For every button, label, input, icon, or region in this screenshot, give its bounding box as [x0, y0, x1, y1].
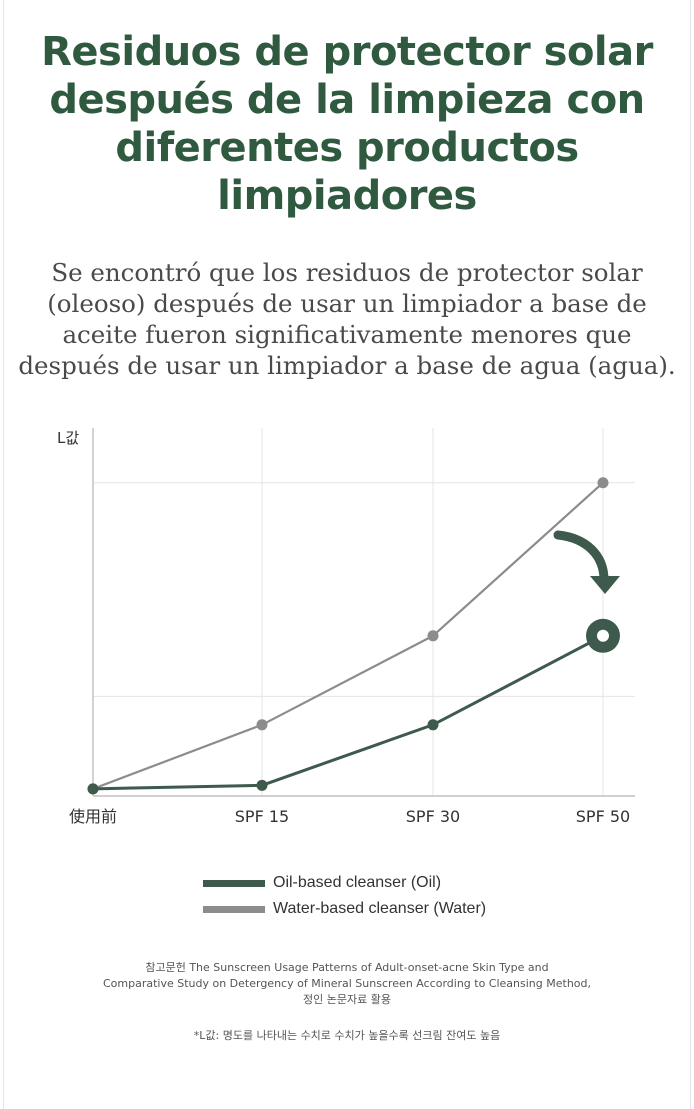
chart-legend: Oil-based cleanser (Oil) Water-based cle…: [203, 870, 486, 922]
legend-label-water: Water-based cleanser (Water): [273, 900, 487, 917]
title-line: después de la limpieza con: [49, 77, 645, 123]
data-point-water: [597, 477, 609, 489]
legend-item-oil: Oil-based cleanser (Oil): [203, 870, 486, 896]
series-line-oil: [92, 634, 604, 791]
legend-label-oil: Oil-based cleanser (Oil): [273, 874, 442, 891]
data-point-water: [256, 719, 268, 731]
page-subtitle: Se encontró que los residuos de protecto…: [0, 257, 694, 381]
page-title: Residuos de protector solar después de l…: [0, 28, 694, 220]
title-line: Residuos de protector solar: [41, 29, 653, 75]
y-axis-label: L값: [57, 429, 79, 447]
title-line: limpiadores: [217, 173, 477, 219]
line-chart: L값 使用前 SPF 15 SPF 30 SPF 50: [57, 428, 635, 826]
series-line-water: [92, 481, 604, 790]
page-frame: [3, 0, 691, 1109]
x-tick-label: SPF 30: [406, 807, 460, 826]
title-line: diferentes productos: [115, 125, 579, 171]
legend-swatch-oil: [203, 879, 265, 887]
data-point-oil: [87, 783, 99, 795]
reference-citation: 참고문헌 The Sunscreen Usage Patterns of Adu…: [0, 960, 694, 1008]
subtitle-line: Se encontró que los residuos de protecto…: [51, 258, 643, 287]
subtitle-line: (oleoso) después de usar un limpiador a …: [47, 289, 647, 318]
legend-item-water: Water-based cleanser (Water): [203, 896, 486, 922]
highlight-marker-center: [597, 629, 609, 642]
data-point-oil: [427, 719, 439, 731]
legend-swatch-water: [203, 905, 265, 913]
subtitle-line: después de usar un limpiador a base de a…: [18, 351, 676, 380]
x-tick-label: SPF 50: [576, 807, 630, 826]
curved-down-arrow-icon: [553, 530, 609, 585]
reference-line: 참고문헌 The Sunscreen Usage Patterns of Adu…: [145, 961, 549, 974]
x-tick-label: SPF 15: [235, 807, 289, 826]
x-tick-label: 使用前: [69, 807, 117, 826]
reference-line: Comparative Study on Detergency of Miner…: [102, 977, 592, 990]
subtitle-line: aceite fueron significativamente menores…: [62, 320, 632, 349]
reference-line: 정인 논문자료 활용: [303, 993, 391, 1006]
data-point-water: [427, 630, 439, 642]
arrow-head-icon: [590, 576, 620, 594]
data-point-oil: [256, 779, 268, 791]
footnote: *L값: 명도를 나타내는 수치로 수치가 높을수록 선크림 잔여도 높음: [193, 1029, 501, 1042]
